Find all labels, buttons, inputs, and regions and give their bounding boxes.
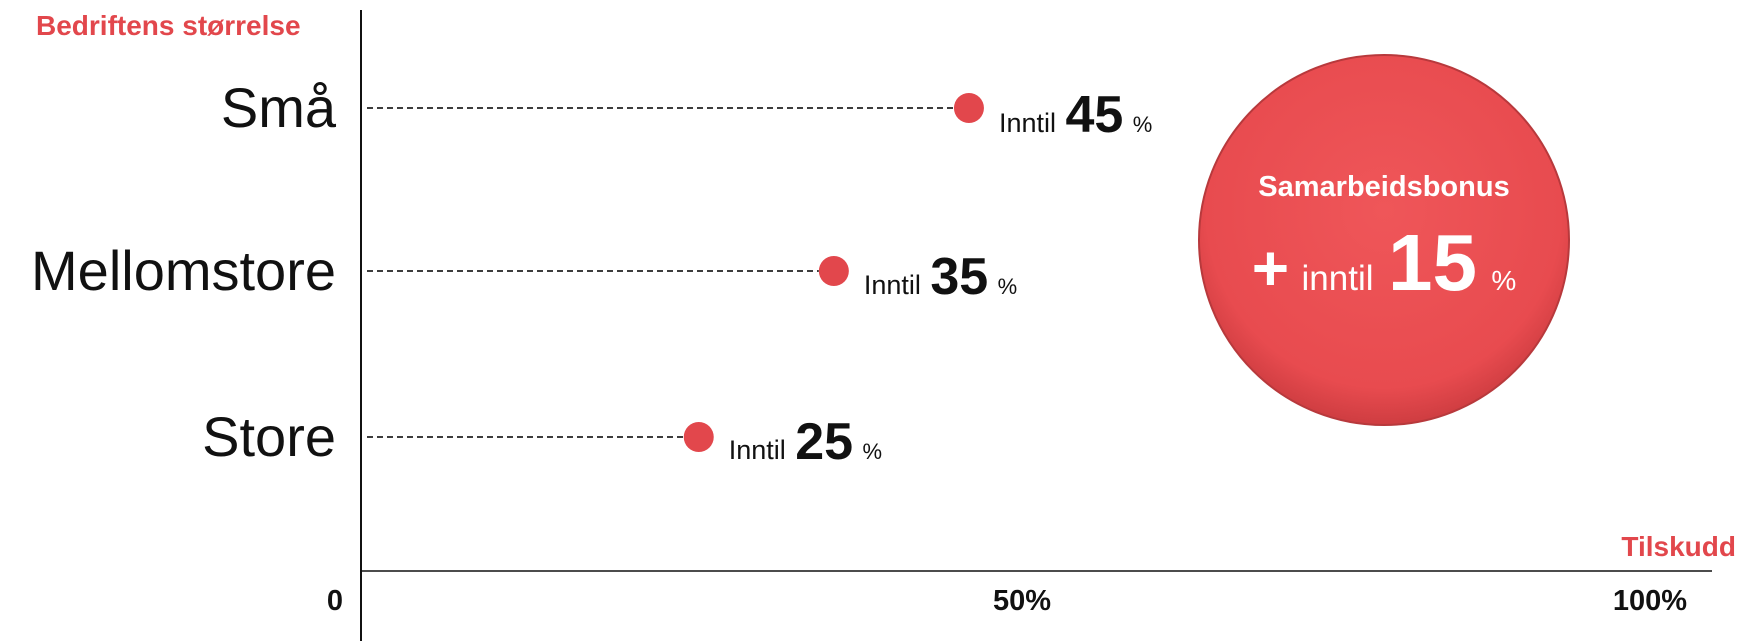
bonus-value: 15 xyxy=(1388,218,1477,307)
data-label-prefix: Inntil xyxy=(999,108,1056,138)
x-tick-label: 50% xyxy=(993,585,1051,617)
category-label: Mellomstore xyxy=(31,239,336,302)
bonus-badge: Samarbeidsbonus + inntil 15 % xyxy=(1198,54,1570,426)
data-label-value: 45 xyxy=(1065,86,1123,144)
category-row-2: Store Inntil 25 % xyxy=(202,405,882,471)
data-label-unit: % xyxy=(1133,112,1153,137)
category-label: Store xyxy=(202,405,336,468)
data-point xyxy=(683,422,714,452)
y-axis-title: Bedriftens størrelse xyxy=(36,10,301,41)
data-label: Inntil 45 % xyxy=(999,86,1152,144)
category-label: Små xyxy=(221,76,337,139)
x-axis-title: Tilskudd xyxy=(1621,531,1736,562)
bonus-plus: + xyxy=(1252,232,1289,304)
bonus-amount: + inntil 15 % xyxy=(1252,218,1517,307)
x-tick-label: 0 xyxy=(327,585,343,617)
data-label-prefix: Inntil xyxy=(729,435,786,465)
data-label: Inntil 25 % xyxy=(729,413,882,471)
data-point xyxy=(953,93,984,123)
data-point xyxy=(818,256,849,286)
data-label-value: 35 xyxy=(930,248,988,306)
data-label-unit: % xyxy=(998,274,1018,299)
category-row-1: Mellomstore Inntil 35 % xyxy=(31,239,1017,306)
data-label-value: 25 xyxy=(795,413,853,471)
bonus-prefix: inntil xyxy=(1302,259,1374,298)
x-tick-label: 100% xyxy=(1613,585,1687,617)
category-row-0: Små Inntil 45 % xyxy=(221,76,1152,144)
bonus-title: Samarbeidsbonus xyxy=(1258,171,1509,203)
bonus-unit: % xyxy=(1491,265,1516,296)
bonus-circle xyxy=(1198,54,1570,426)
data-label: Inntil 35 % xyxy=(864,248,1017,306)
data-label-prefix: Inntil xyxy=(864,270,921,300)
data-label-unit: % xyxy=(863,439,883,464)
